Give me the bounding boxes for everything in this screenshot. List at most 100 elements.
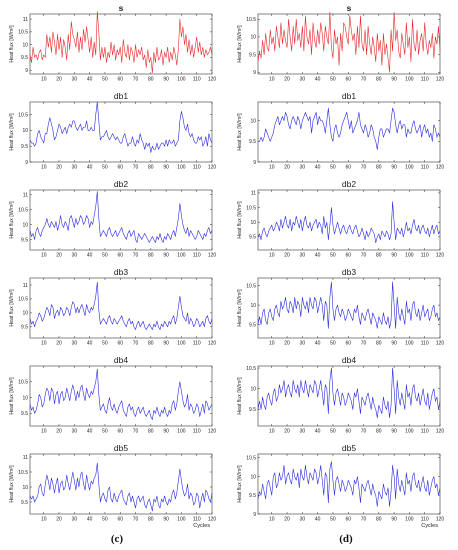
series-line-db4 [29,368,213,420]
x-tick-label: 30 [300,253,306,259]
x-tick-label: 90 [391,165,397,171]
x-tick-label: 50 [102,165,108,171]
y-axis-label: Heat flux [W/m²] [9,377,15,415]
x-tick-label: 100 [177,253,186,259]
y-tick-label: 10 [250,118,256,124]
x-tick-label: 110 [421,429,429,435]
x-tick-label: 70 [133,253,139,259]
x-tick-label: 90 [163,517,169,523]
y-axis-label: Heat flux [W/m²] [237,113,243,151]
y-tick-label: 10 [250,220,256,226]
x-tick-label: 40 [315,77,321,83]
x-tick-label: 60 [117,165,123,171]
x-tick-label: 90 [163,253,169,259]
x-tick-label: 90 [163,77,169,83]
panel-db1-d: db1 9 9.5 10 10 20 30 40 50 60 70 80 90 100 110 120 Heat… [237,91,444,171]
plot-area [29,189,213,251]
x-tick-label: 50 [330,165,336,171]
x-tick-label: 40 [315,253,321,259]
series-line-db1 [258,107,441,150]
y-tick-label: 9.5 [249,407,256,413]
y-tick-label: 10.5 [18,470,28,476]
x-axis-label: Cycles [421,523,438,529]
y-tick-label: 10.5 [246,205,256,211]
x-tick-label: 30 [72,429,78,435]
x-tick-label: 20 [56,77,62,83]
x-tick-label: 40 [315,165,321,171]
x-tick-label: 90 [391,341,397,347]
x-tick-label: 80 [148,77,154,83]
x-tick-label: 50 [330,341,336,347]
x-tick-label: 10 [41,77,47,83]
y-tick-label: 10 [250,303,256,309]
x-tick-label: 50 [330,517,336,523]
x-tick-label: 90 [391,253,397,259]
panel-db3-c: db3 9.5 10 10.5 11 10 20 30 40 50 60 70 80 90 100 110 12… [9,267,216,347]
x-tick-label: 70 [133,77,139,83]
x-tick-label: 80 [148,341,154,347]
x-tick-label: 110 [193,341,201,347]
y-tick-label: 10.5 [246,284,256,290]
x-tick-label: 80 [376,517,382,523]
x-tick-label: 100 [177,429,186,435]
x-tick-label: 20 [56,341,62,347]
panel-title: db4 [114,355,128,365]
x-tick-label: 120 [436,165,445,171]
x-tick-label: 80 [148,429,154,435]
plot-area [257,189,441,251]
panel-db1-c: db1 9 9.5 10 10.5 10 20 30 40 50 60 70 80 90 100 110 120… [9,91,216,171]
x-tick-label: 80 [376,429,382,435]
panel-db3-d: db3 9.5 10 10.5 10 20 30 40 50 60 70 80 90 100 110 120 H… [237,267,444,347]
x-tick-label: 80 [376,341,382,347]
series-line-db2 [29,191,213,243]
x-tick-label: 50 [102,341,108,347]
panel-title: s [347,3,352,13]
x-tick-label: 10 [269,341,275,347]
y-axis-label: Heat flux [W/m²] [237,289,243,327]
x-tick-label: 120 [208,341,217,347]
x-tick-label: 30 [72,165,78,171]
plot-area [29,365,213,427]
x-tick-label: 110 [421,77,429,83]
x-tick-label: 110 [421,517,429,523]
x-tick-label: 50 [102,77,108,83]
x-tick-label: 100 [405,165,414,171]
x-tick-label: 20 [56,165,62,171]
x-tick-label: 40 [87,253,93,259]
x-tick-label: 70 [361,253,367,259]
x-tick-label: 40 [87,77,93,83]
x-tick-label: 60 [117,77,123,83]
x-tick-label: 90 [163,341,169,347]
x-tick-label: 10 [41,341,47,347]
x-tick-label: 110 [193,77,201,83]
x-tick-label: 110 [421,341,429,347]
column-label-d: (d) [339,533,353,545]
x-tick-label: 10 [41,165,47,171]
y-axis-label: Heat flux [W/m²] [9,113,15,151]
x-tick-label: 100 [405,341,414,347]
y-tick-label: 10 [22,485,28,491]
x-tick-label: 70 [133,429,139,435]
series-line-db5 [257,461,441,507]
panel-s-d: s 9 9.5 10 10.5 10 20 30 40 50 60 70 80 90 100 110 120 He… [237,3,444,83]
y-tick-label: 10.5 [18,30,28,36]
x-tick-label: 60 [345,77,351,83]
y-tick-label: 9.5 [21,325,28,331]
x-tick-label: 110 [193,253,201,259]
series-line-db3 [29,281,213,330]
x-tick-label: 120 [436,341,445,347]
x-tick-label: 30 [300,429,306,435]
x-tick-label: 10 [269,517,275,523]
y-tick-label: 10 [22,395,28,401]
y-tick-label: 9.5 [249,235,256,241]
x-tick-label: 30 [72,341,78,347]
y-tick-label: 10 [250,35,256,41]
series-line-db1 [29,101,213,153]
x-tick-label: 90 [391,429,397,435]
panel-db2-d: db2 9.5 10 10.5 11 10 20 30 40 50 60 70 80 90 100 110 12… [237,179,444,259]
y-axis-label: Heat flux [W/m²] [9,201,15,239]
x-tick-label: 120 [208,165,217,171]
x-tick-label: 30 [72,517,78,523]
y-tick-label: 9.5 [249,322,256,328]
x-tick-label: 120 [436,77,445,83]
